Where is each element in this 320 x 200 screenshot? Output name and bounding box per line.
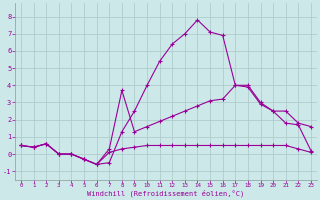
X-axis label: Windchill (Refroidissement éolien,°C): Windchill (Refroidissement éolien,°C) <box>87 190 244 197</box>
